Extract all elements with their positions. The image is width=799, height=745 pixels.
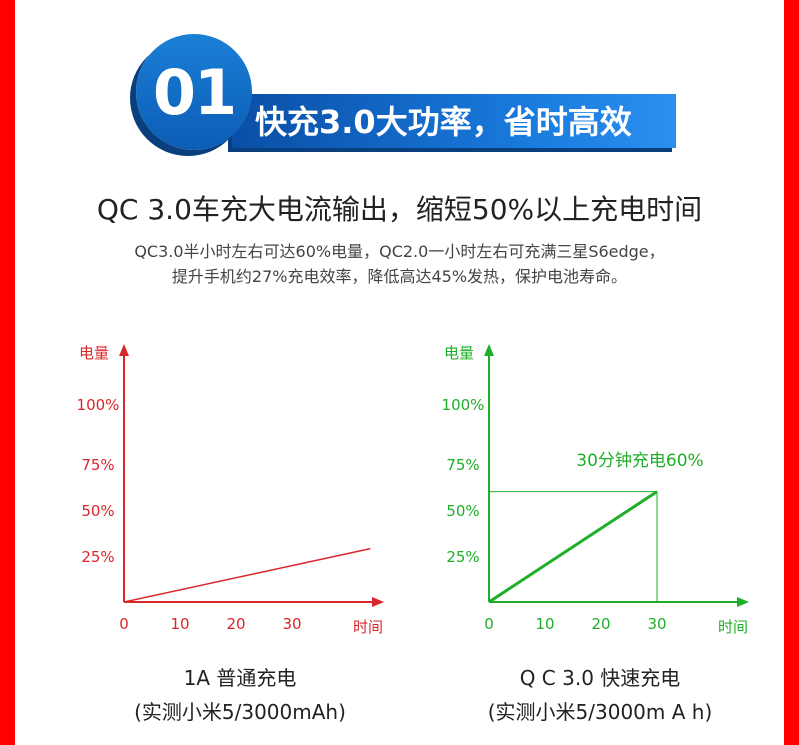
x-tick-label: 0 <box>119 615 129 633</box>
y-tick-label: 100% <box>442 396 485 414</box>
x-axis-arrow <box>372 597 384 607</box>
x-tick-label: 10 <box>535 615 554 633</box>
y-axis-arrow <box>484 344 494 356</box>
normal-charge-caption: 1A 普通充电 <box>183 666 297 690</box>
y-axis-label: 电量 <box>79 344 109 362</box>
x-tick-label: 30 <box>282 615 301 633</box>
x-axis-label: 时间 <box>718 618 748 636</box>
x-tick-label: 20 <box>226 615 245 633</box>
x-tick-label: 30 <box>647 615 666 633</box>
section-title: 快充3.0大功率，省时高效 <box>255 103 632 141</box>
qc3-charge-caption-sub: (实测小米5/3000m A h) <box>487 700 713 724</box>
red-side-border-right <box>784 0 799 745</box>
headline: QC 3.0车充大电流输出，缩短50%以上充电时间 <box>96 193 703 226</box>
subtext-line-1: QC3.0半小时左右可达60%电量，QC2.0一小时左右可充满三星S6edge， <box>134 242 665 261</box>
y-tick-label: 25% <box>81 548 114 566</box>
red-side-border-left <box>0 0 15 745</box>
title-banner <box>232 94 676 148</box>
y-axis-arrow <box>119 344 129 356</box>
qc3-charge-caption: Q C 3.0 快速充电 <box>519 666 681 690</box>
section-number-badge: 01 <box>136 34 252 150</box>
subtext-line-2: 提升手机约27%充电效率，降低高达45%发热，保护电池寿命。 <box>171 267 628 286</box>
x-axis-arrow <box>737 597 749 607</box>
y-tick-label: 100% <box>77 396 120 414</box>
y-tick-label: 75% <box>446 456 479 474</box>
x-tick-label: 0 <box>484 615 494 633</box>
annotation-label: 30分钟充电60% <box>576 451 703 471</box>
normal-charge-caption-sub: (实测小米5/3000mAh) <box>134 700 346 724</box>
series-line <box>488 490 658 604</box>
x-axis-label: 时间 <box>353 618 383 636</box>
x-tick-label: 10 <box>170 615 189 633</box>
y-tick-label: 75% <box>81 456 114 474</box>
series-line <box>123 547 371 603</box>
y-tick-label: 25% <box>446 548 479 566</box>
y-axis-label: 电量 <box>444 344 474 362</box>
x-tick-label: 20 <box>591 615 610 633</box>
y-tick-label: 50% <box>81 502 114 520</box>
y-tick-label: 50% <box>446 502 479 520</box>
